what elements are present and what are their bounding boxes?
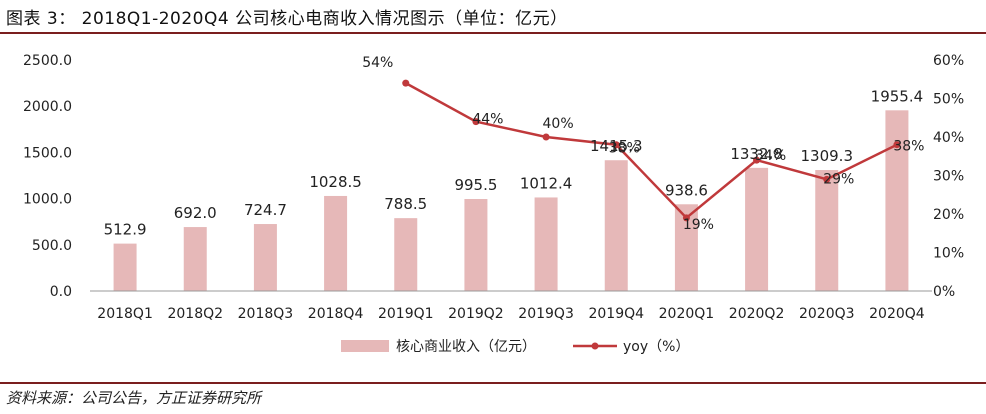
bar-data-label: 995.5 [454,176,497,194]
bar-data-label: 724.7 [244,201,287,219]
x-axis-tick-label: 2020Q4 [869,306,925,322]
left-axis-tick-label: 0.0 [50,284,72,300]
yoy-data-label: 38% [609,141,640,157]
legend-line-label: yoy（%） [623,339,689,355]
line-data-labels: 54% 44% 40% 38% 19% 34% 29% 38% [362,55,924,233]
bar [324,195,348,291]
bar-data-label: 512.9 [104,221,147,239]
source-divider [0,382,986,384]
left-axis-tick-label: 2000.0 [23,99,72,115]
chart: 0.0 500.0 1000.0 1500.0 2000.0 2500.0 0% 10% 20… [23,53,964,355]
bar [745,167,769,291]
bar-data-label: 938.6 [665,181,708,199]
bar [464,199,488,291]
yoy-data-label: 29% [823,171,854,187]
bar-data-label: 1415.3 [590,137,643,155]
x-axis-tick-label: 2018Q1 [97,306,153,322]
yoy-point [542,133,550,141]
bar [113,243,137,291]
yoy-data-label: 19% [683,217,714,233]
x-axis-tick-label: 2019Q2 [448,306,504,322]
yoy-data-label: 40% [543,116,574,132]
bar-data-label: 1332.8 [730,145,783,163]
bar [604,160,628,291]
x-axis: 2018Q1 2018Q2 2018Q3 2018Q4 2019Q1 2019Q2 2019… [97,306,924,322]
bar [253,224,277,291]
right-axis-tick-label: 0% [933,284,955,300]
bar-data-label: 1012.4 [520,174,573,192]
yoy-point [753,156,761,164]
bar [534,197,558,291]
yoy-data-label: 38% [893,139,924,155]
x-axis-tick-label: 2019Q1 [378,306,434,322]
bar [394,218,418,291]
yoy-point [893,141,901,149]
legend: 核心商业收入（亿元） yoy（%） [341,339,689,355]
bar-data-label: 1028.5 [309,173,362,191]
left-axis-tick-label: 2500.0 [23,53,72,69]
title-divider [0,32,986,34]
bar-data-label: 1309.3 [801,147,854,165]
bar-data-label: 692.0 [174,204,217,222]
yoy-point [823,175,831,183]
x-axis-tick-label: 2019Q4 [588,306,644,322]
line-series [402,79,901,222]
x-axis-tick-label: 2020Q2 [729,306,785,322]
bar-data-label: 788.5 [384,195,427,213]
bar-series [113,110,909,291]
x-axis-tick-label: 2020Q1 [659,306,715,322]
right-axis-tick-label: 50% [933,92,964,108]
bar [183,227,207,291]
yoy-point [402,79,410,87]
right-axis-tick-label: 20% [933,207,964,223]
x-axis-tick-label: 2020Q3 [799,306,855,322]
x-axis-tick-label: 2018Q3 [238,306,294,322]
yoy-data-label: 34% [755,148,786,164]
right-axis-tick-label: 40% [933,130,964,146]
legend-line-marker [591,342,599,350]
x-axis-tick-label: 2018Q2 [167,306,223,322]
legend-bar-swatch [341,340,389,352]
bar-data-labels: 512.9 692.0 724.7 1028.5 788.5 995.5 1012.4 141… [104,87,924,238]
x-axis-tick-label: 2019Q3 [518,306,574,322]
right-axis-tick-label: 30% [933,169,964,185]
chart-title: 图表 3： 2018Q1-2020Q4 公司核心电商收入情况图示（单位：亿元） [6,9,568,29]
left-axis-tick-label: 1000.0 [23,192,72,208]
right-axis: 0% 10% 20% 30% 40% 50% 60% [933,53,964,300]
legend-bar-label: 核心商业收入（亿元） [396,339,536,355]
bar-data-label: 1955.4 [871,87,924,105]
yoy-point [682,214,690,222]
left-axis-tick-label: 1500.0 [23,145,72,161]
yoy-point [472,118,480,126]
source-note: 资料来源：公司公告，方正证券研究所 [6,389,262,407]
yoy-line [405,82,898,220]
left-axis-tick-label: 500.0 [32,238,72,254]
bar [815,170,839,291]
bar [885,110,909,291]
right-axis-tick-label: 60% [933,53,964,69]
yoy-point [612,141,620,149]
yoy-data-label: 54% [362,55,393,71]
right-axis-tick-label: 10% [933,246,964,262]
x-axis-tick-label: 2018Q4 [308,306,364,322]
bar [674,204,698,291]
left-axis: 0.0 500.0 1000.0 1500.0 2000.0 2500.0 [23,53,72,300]
yoy-data-label: 44% [472,112,503,128]
